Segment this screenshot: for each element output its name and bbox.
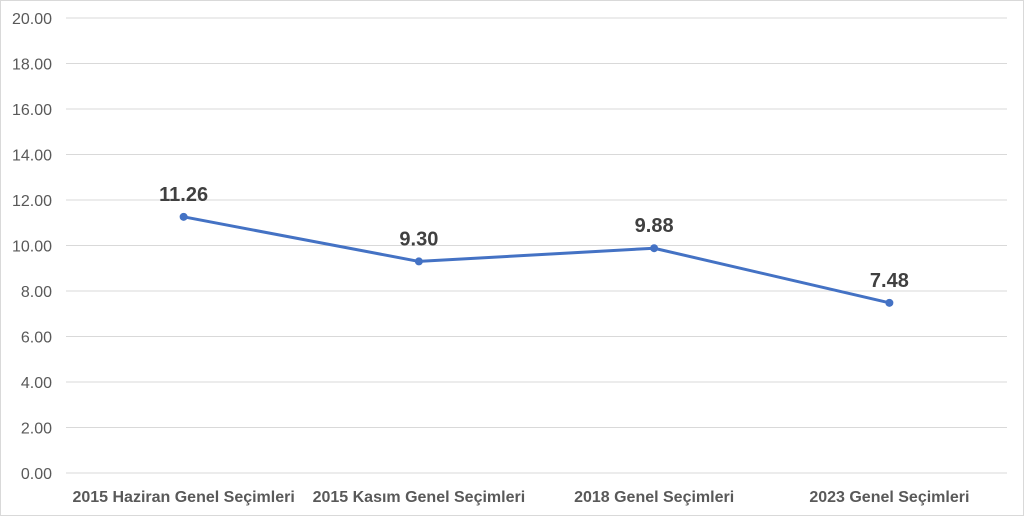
y-tick-label: 12.00	[12, 193, 52, 210]
y-tick-label: 20.00	[12, 11, 52, 28]
y-tick-label: 16.00	[12, 102, 52, 119]
data-point	[885, 298, 894, 307]
y-tick-label: 6.00	[21, 330, 52, 347]
x-tick-label: 2023 Genel Seçimleri	[809, 489, 969, 506]
series-line	[183, 215, 890, 305]
data-point	[414, 257, 423, 266]
y-tick-label: 8.00	[21, 284, 52, 301]
x-tick-label: 2018 Genel Seçimleri	[574, 489, 734, 506]
data-label: 9.30	[399, 228, 438, 250]
data-point	[179, 212, 188, 221]
data-label: 7.48	[870, 270, 909, 292]
y-tick-label: 0.00	[21, 466, 52, 483]
x-tick-label: 2015 Kasım Genel Seçimleri	[313, 489, 526, 506]
x-tick-label: 2015 Haziran Genel Seçimleri	[72, 489, 294, 506]
y-tick-label: 18.00	[12, 57, 52, 74]
y-tick-label: 4.00	[21, 375, 52, 392]
data-point	[650, 244, 659, 253]
data-label: 9.88	[635, 215, 674, 237]
y-tick-label: 14.00	[12, 148, 52, 165]
y-tick-label: 2.00	[21, 421, 52, 438]
y-tick-label: 10.00	[12, 239, 52, 256]
data-label: 11.26	[159, 184, 208, 206]
